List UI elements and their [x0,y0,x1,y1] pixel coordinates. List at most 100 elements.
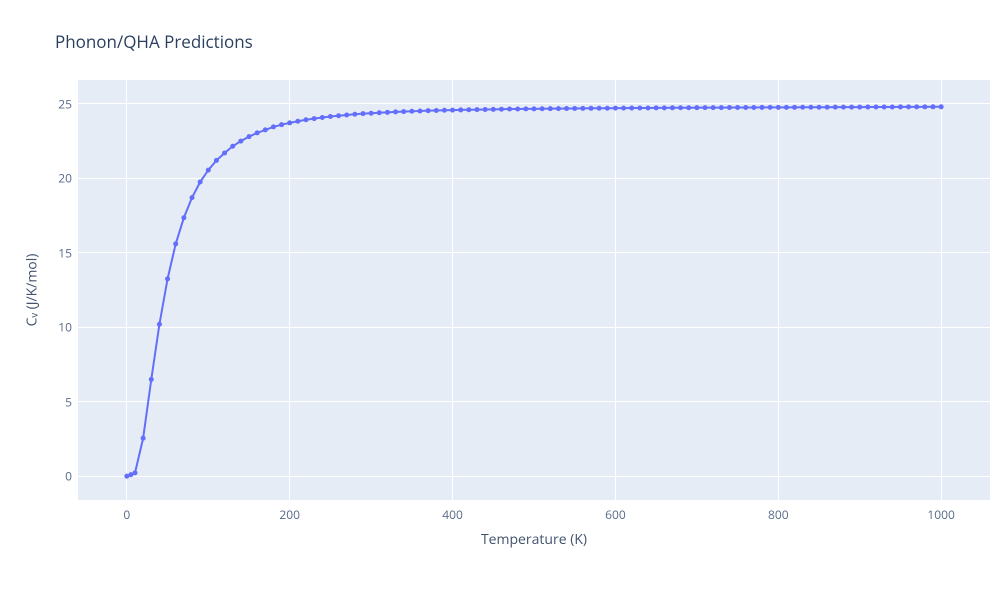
series-marker[interactable] [849,105,854,110]
series-marker[interactable] [914,104,919,109]
series-marker[interactable] [287,120,292,125]
series-marker[interactable] [898,104,903,109]
series-marker[interactable] [906,104,911,109]
series-marker[interactable] [662,105,667,110]
series-marker[interactable] [361,111,366,116]
series-marker[interactable] [711,105,716,110]
series-marker[interactable] [279,122,284,127]
series-marker[interactable] [931,104,936,109]
series-marker[interactable] [890,104,895,109]
series-marker[interactable] [312,116,317,121]
series-marker[interactable] [817,105,822,110]
series-marker[interactable] [532,106,537,111]
series-marker[interactable] [173,241,178,246]
series-marker[interactable] [841,105,846,110]
series-marker[interactable] [678,105,683,110]
series-marker[interactable] [377,110,382,115]
series-marker[interactable] [776,105,781,110]
series-marker[interactable] [418,108,423,113]
series-marker[interactable] [548,106,553,111]
series-marker[interactable] [589,106,594,111]
series-marker[interactable] [613,106,618,111]
series-marker[interactable] [833,105,838,110]
series-marker[interactable] [149,377,154,382]
series-marker[interactable] [328,114,333,119]
series-marker[interactable] [434,108,439,113]
series-marker[interactable] [825,105,830,110]
series-marker[interactable] [450,108,455,113]
series-marker[interactable] [393,109,398,114]
series-marker[interactable] [369,111,374,116]
series-marker[interactable] [597,106,602,111]
series-marker[interactable] [409,109,414,114]
series-marker[interactable] [621,106,626,111]
series-marker[interactable] [295,119,300,124]
series-marker[interactable] [483,107,488,112]
series-marker[interactable] [922,104,927,109]
series-marker[interactable] [564,106,569,111]
series-marker[interactable] [214,158,219,163]
series-marker[interactable] [385,110,390,115]
series-marker[interactable] [800,105,805,110]
series-marker[interactable] [523,106,528,111]
series-marker[interactable] [735,105,740,110]
series-marker[interactable] [792,105,797,110]
series-marker[interactable] [694,105,699,110]
series-marker[interactable] [686,105,691,110]
series-marker[interactable] [304,117,309,122]
series-marker[interactable] [572,106,577,111]
series-marker[interactable] [540,106,545,111]
series-marker[interactable] [727,105,732,110]
series-marker[interactable] [157,322,162,327]
series-marker[interactable] [263,127,268,132]
series-marker[interactable] [442,108,447,113]
series-marker[interactable] [515,106,520,111]
series-marker[interactable] [271,124,276,129]
series-marker[interactable] [255,130,260,135]
series-marker[interactable] [133,470,138,475]
series-marker[interactable] [760,105,765,110]
series-marker[interactable] [939,104,944,109]
series-marker[interactable] [646,105,651,110]
series-marker[interactable] [181,215,186,220]
series-marker[interactable] [336,113,341,118]
series-marker[interactable] [556,106,561,111]
series-marker[interactable] [344,113,349,118]
series-marker[interactable] [426,108,431,113]
series-marker[interactable] [401,109,406,114]
series-marker[interactable] [874,105,879,110]
series-marker[interactable] [247,134,252,139]
series-marker[interactable] [165,276,170,281]
series-marker[interactable] [751,105,756,110]
series-marker[interactable] [507,107,512,112]
series-marker[interactable] [491,107,496,112]
series-marker[interactable] [654,105,659,110]
series-marker[interactable] [857,105,862,110]
series-marker[interactable] [719,105,724,110]
series-marker[interactable] [198,180,203,185]
series-marker[interactable] [605,106,610,111]
series-marker[interactable] [784,105,789,110]
series-marker[interactable] [352,112,357,117]
series-marker[interactable] [222,150,227,155]
series-marker[interactable] [206,168,211,173]
series-marker[interactable] [141,436,146,441]
series-marker[interactable] [190,195,195,200]
series-marker[interactable] [629,106,634,111]
series-marker[interactable] [458,107,463,112]
series-marker[interactable] [320,115,325,120]
series-marker[interactable] [238,139,243,144]
series-marker[interactable] [743,105,748,110]
series-marker[interactable] [808,105,813,110]
series-marker[interactable] [230,144,235,149]
series-line[interactable] [127,107,941,476]
series-marker[interactable] [703,105,708,110]
series-marker[interactable] [865,105,870,110]
series-marker[interactable] [670,105,675,110]
series-marker[interactable] [475,107,480,112]
plot-svg[interactable] [0,0,1000,600]
series-marker[interactable] [637,106,642,111]
series-marker[interactable] [499,107,504,112]
series-marker[interactable] [768,105,773,110]
series-marker[interactable] [466,107,471,112]
